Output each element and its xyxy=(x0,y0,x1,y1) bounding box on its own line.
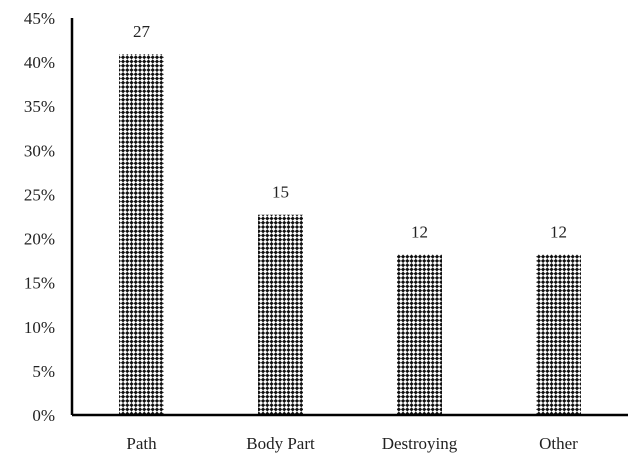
y-tick-label: 15% xyxy=(24,274,55,293)
data-label: 15 xyxy=(272,183,289,202)
data-label: 12 xyxy=(550,222,567,241)
x-tick-label: Destroying xyxy=(382,434,458,453)
y-axis-tick-labels: 0% 5% 10% 15% 20% 25% 30% 35% 40% 45% xyxy=(24,9,55,425)
y-tick-label: 35% xyxy=(24,97,55,116)
y-tick-label: 25% xyxy=(24,185,55,204)
bars xyxy=(119,54,581,415)
y-tick-label: 45% xyxy=(24,9,55,28)
data-label: 12 xyxy=(411,222,428,241)
y-tick-label: 10% xyxy=(24,318,55,337)
x-tick-label: Body Part xyxy=(246,434,315,453)
bar-body-part xyxy=(258,214,303,415)
bar-destroying xyxy=(397,254,442,415)
y-tick-label: 20% xyxy=(24,230,55,249)
x-axis-tick-labels: Path Body Part Destroying Other xyxy=(126,434,578,453)
y-tick-label: 40% xyxy=(24,53,55,72)
data-label: 27 xyxy=(133,22,151,41)
y-tick-label: 30% xyxy=(24,141,55,160)
x-tick-label: Path xyxy=(126,434,157,453)
bar-other xyxy=(536,254,581,415)
x-tick-label: Other xyxy=(539,434,578,453)
y-tick-label: 5% xyxy=(32,362,55,381)
bar-path xyxy=(119,54,164,415)
y-tick-label: 0% xyxy=(32,406,55,425)
data-labels: 27 15 12 12 xyxy=(133,22,567,241)
